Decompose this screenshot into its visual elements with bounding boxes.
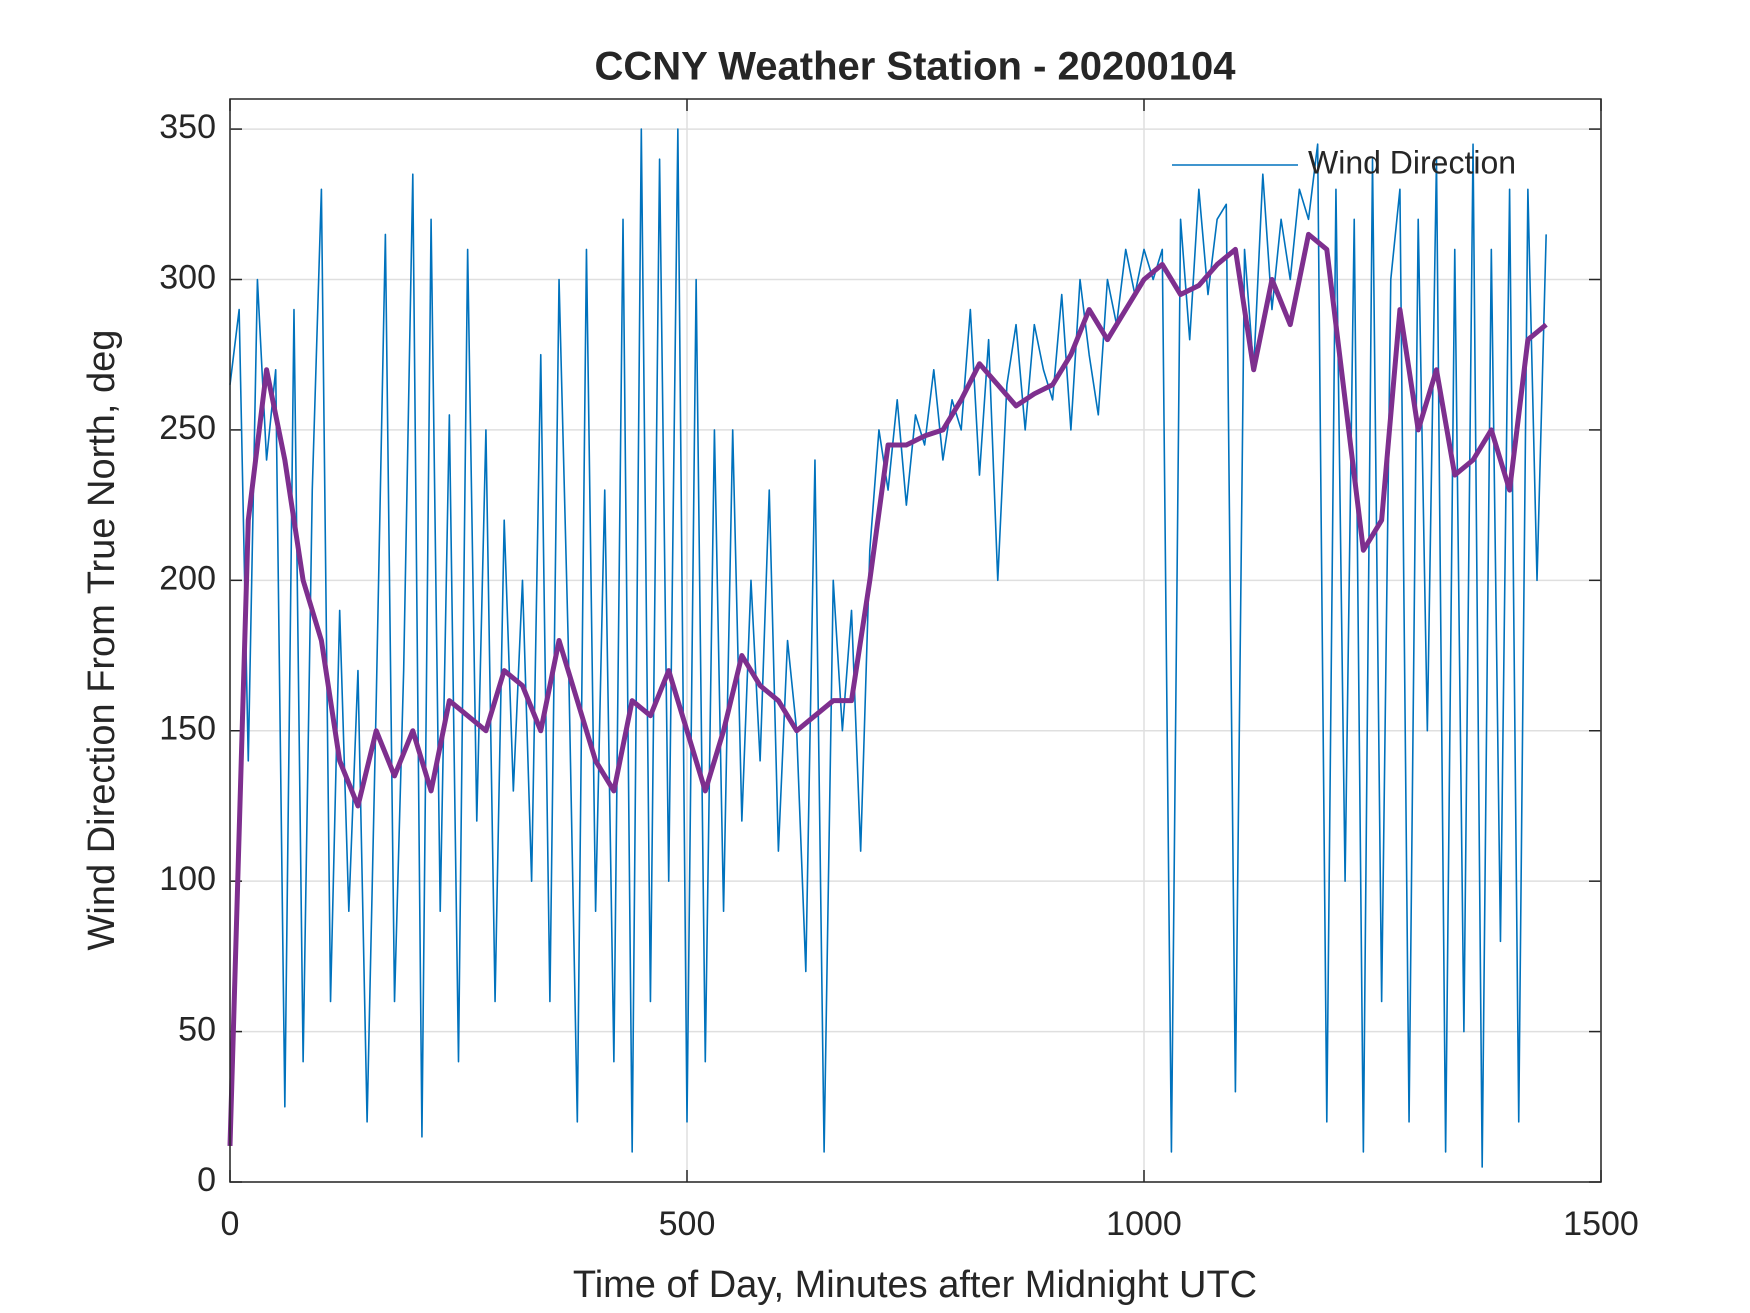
y-tick-label: 0 bbox=[197, 1161, 216, 1199]
y-tick-label: 200 bbox=[159, 559, 216, 597]
legend-label: Wind Direction bbox=[1308, 144, 1516, 180]
data-line bbox=[229, 128, 1547, 1168]
y-tick-label: 300 bbox=[159, 258, 216, 296]
x-tick-label: 0 bbox=[221, 1205, 240, 1243]
y-tick-label: 50 bbox=[178, 1011, 216, 1049]
data-line bbox=[227, 231, 1548, 1146]
y-tick-label: 100 bbox=[159, 860, 216, 898]
x-tick-label: 500 bbox=[659, 1205, 716, 1243]
y-tick-label: 350 bbox=[159, 108, 216, 146]
y-tick-label: 150 bbox=[159, 710, 216, 748]
axes-box bbox=[229, 98, 1602, 1183]
y-tick-label: 250 bbox=[159, 409, 216, 447]
x-axis-label: Time of Day, Minutes after Midnight UTC bbox=[573, 1264, 1257, 1306]
chart-title: CCNY Weather Station - 20200104 bbox=[595, 45, 1237, 89]
y-axis-label: Wind Direction From True North, deg bbox=[81, 330, 123, 951]
x-tick-label: 1000 bbox=[1106, 1205, 1182, 1243]
x-tick-label: 1500 bbox=[1563, 1205, 1639, 1243]
